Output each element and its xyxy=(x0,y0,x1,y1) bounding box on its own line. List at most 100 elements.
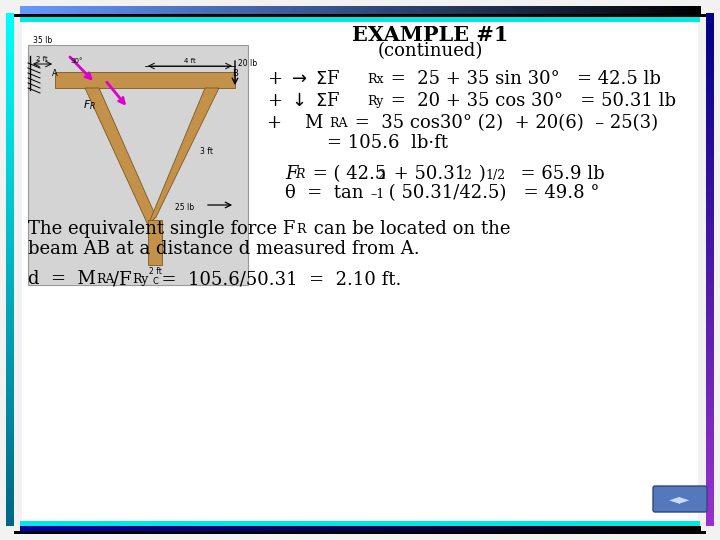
Bar xyxy=(706,497,714,501)
Bar xyxy=(60,6,66,14)
Bar xyxy=(706,343,714,347)
Bar xyxy=(706,266,714,270)
Bar xyxy=(145,6,150,14)
Bar xyxy=(459,526,463,534)
Bar xyxy=(706,164,714,167)
Bar xyxy=(6,220,14,224)
Bar xyxy=(6,236,14,239)
Bar xyxy=(6,323,14,326)
Bar xyxy=(207,6,212,14)
Bar xyxy=(6,64,14,68)
Bar xyxy=(706,463,714,467)
Bar xyxy=(326,6,330,14)
Bar xyxy=(166,6,171,14)
Bar xyxy=(23,526,28,534)
Bar xyxy=(377,526,382,534)
Bar xyxy=(706,302,714,306)
Bar xyxy=(285,6,289,14)
Bar xyxy=(6,389,14,393)
Text: + $\downarrow$ $\Sigma$F: + $\downarrow$ $\Sigma$F xyxy=(267,92,341,110)
Bar xyxy=(706,313,714,316)
Bar xyxy=(295,6,300,14)
Bar xyxy=(6,154,14,157)
Bar xyxy=(6,471,14,475)
Bar xyxy=(74,526,78,534)
Bar xyxy=(6,241,14,245)
Bar xyxy=(6,192,14,196)
Bar xyxy=(6,69,14,73)
Bar xyxy=(292,6,297,14)
Bar xyxy=(234,526,238,534)
Bar xyxy=(706,177,714,180)
Bar xyxy=(346,6,351,14)
Bar xyxy=(449,526,453,534)
Bar xyxy=(462,6,467,14)
Bar xyxy=(421,526,426,534)
Bar xyxy=(706,453,714,457)
Bar xyxy=(639,6,643,14)
Bar xyxy=(523,6,528,14)
Bar xyxy=(384,6,388,14)
Bar xyxy=(156,526,161,534)
Bar xyxy=(6,282,14,285)
Bar xyxy=(6,233,14,237)
Bar xyxy=(159,526,164,534)
Bar xyxy=(479,6,483,14)
Bar xyxy=(6,75,14,78)
Bar xyxy=(238,6,242,14)
Bar xyxy=(706,482,714,485)
Bar xyxy=(6,51,14,55)
Bar xyxy=(706,425,714,429)
Bar xyxy=(214,526,218,534)
Bar xyxy=(279,526,283,534)
Bar xyxy=(20,526,24,534)
Bar xyxy=(666,526,670,534)
Bar xyxy=(323,526,327,534)
Bar xyxy=(48,6,52,14)
Bar xyxy=(706,287,714,291)
Bar xyxy=(6,397,14,401)
Bar xyxy=(6,113,14,117)
Bar xyxy=(503,6,507,14)
Bar xyxy=(258,6,262,14)
Bar xyxy=(6,423,14,426)
Bar xyxy=(516,526,521,534)
Bar xyxy=(316,526,320,534)
Bar xyxy=(706,105,714,109)
Bar xyxy=(6,369,14,373)
Bar xyxy=(706,13,714,17)
Bar xyxy=(706,346,714,349)
Bar xyxy=(207,526,212,534)
Bar xyxy=(646,526,650,534)
Bar xyxy=(6,315,14,319)
Bar xyxy=(125,6,130,14)
Bar xyxy=(394,526,398,534)
Bar xyxy=(706,435,714,439)
Bar xyxy=(309,6,313,14)
Bar xyxy=(170,6,174,14)
Bar xyxy=(706,300,714,303)
Bar xyxy=(302,6,307,14)
Bar xyxy=(656,526,660,534)
Bar xyxy=(6,21,14,24)
Bar xyxy=(561,6,565,14)
Bar xyxy=(706,389,714,393)
Bar xyxy=(642,526,647,534)
Bar xyxy=(554,6,558,14)
Bar xyxy=(6,313,14,316)
Bar xyxy=(706,397,714,401)
Bar xyxy=(14,14,706,17)
Bar xyxy=(98,6,103,14)
Text: =  35 cos30° (2)  + 20(6)  – 25(3): = 35 cos30° (2) + 20(6) – 25(3) xyxy=(349,114,658,132)
Bar xyxy=(506,6,510,14)
Bar xyxy=(60,526,66,534)
Bar xyxy=(706,144,714,147)
Bar xyxy=(6,182,14,186)
Bar xyxy=(601,6,606,14)
Bar xyxy=(6,404,14,408)
Bar xyxy=(472,526,477,534)
Bar xyxy=(465,6,469,14)
Bar xyxy=(649,526,654,534)
Bar xyxy=(265,6,269,14)
Bar xyxy=(706,136,714,139)
